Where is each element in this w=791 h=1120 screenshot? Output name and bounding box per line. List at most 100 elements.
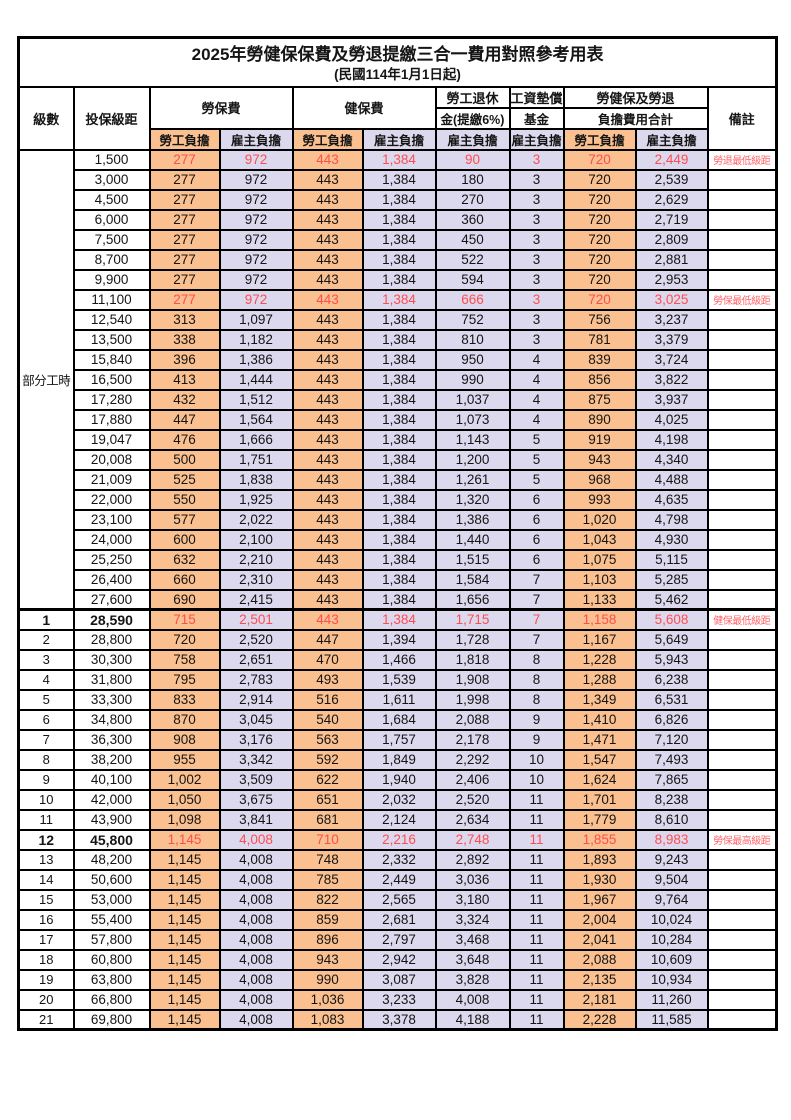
labor-employee-cell: 1,145 xyxy=(148,1008,221,1031)
labor-employee-cell: 715 xyxy=(148,608,221,631)
level-cell: 1 xyxy=(17,608,75,631)
wage-fund-employer-cell: 4 xyxy=(508,368,565,391)
labor-employer-cell: 4,008 xyxy=(218,1008,294,1031)
labor-employer-cell: 972 xyxy=(218,148,294,171)
pension-employer-cell: 3,180 xyxy=(434,888,511,911)
note-cell xyxy=(706,928,778,951)
health-employee-cell: 822 xyxy=(291,888,364,911)
note-cell xyxy=(706,268,778,291)
labor-employer-cell: 2,651 xyxy=(218,648,294,671)
table-row: 25,250 632 2,210 443 1,384 1,515 6 1,075 5,115 xyxy=(19,548,778,571)
labor-employer-cell: 4,008 xyxy=(218,928,294,951)
health-employer-cell: 1,384 xyxy=(361,328,437,351)
total-employer-cell: 11,585 xyxy=(634,1008,709,1031)
pension-employer-cell: 990 xyxy=(434,368,511,391)
bracket-cell: 34,800 xyxy=(72,708,151,731)
table-row: 14 50,600 1,145 4,008 785 2,449 3,036 11 1,930 9,… xyxy=(17,868,778,891)
labor-employer-cell: 2,783 xyxy=(218,668,294,691)
subheader-total-employer: 雇主負擔 xyxy=(634,127,709,151)
labor-employee-cell: 577 xyxy=(148,508,221,531)
health-employer-cell: 1,384 xyxy=(361,148,437,171)
health-employer-cell: 1,384 xyxy=(361,248,437,271)
level-cell: 9 xyxy=(17,768,75,791)
table-row: 7,500 277 972 443 1,384 450 3 720 2,809 xyxy=(19,228,778,251)
page-subtitle: (民國114年1月1日起) xyxy=(334,67,461,82)
health-employee-cell: 443 xyxy=(291,308,364,331)
health-employee-cell: 516 xyxy=(291,688,364,711)
health-employee-cell: 443 xyxy=(291,468,364,491)
total-employee-cell: 890 xyxy=(562,408,637,431)
note-cell xyxy=(706,1008,778,1031)
labor-employee-cell: 1,145 xyxy=(148,948,221,971)
health-employee-cell: 896 xyxy=(291,928,364,951)
total-employer-cell: 4,930 xyxy=(634,528,709,551)
total-employee-cell: 1,893 xyxy=(562,848,637,871)
note-cell xyxy=(706,788,778,811)
level-cell: 15 xyxy=(17,888,75,911)
health-employer-cell: 1,384 xyxy=(361,228,437,251)
table-row: 2 28,800 720 2,520 447 1,394 1,728 7 1,167 5,649 xyxy=(17,628,778,651)
pension-employer-cell: 2,520 xyxy=(434,788,511,811)
total-employee-cell: 720 xyxy=(562,188,637,211)
pension-employer-cell: 180 xyxy=(434,168,511,191)
health-employer-cell: 1,384 xyxy=(361,488,437,511)
bracket-cell: 11,100 xyxy=(72,288,151,311)
labor-employer-cell: 4,008 xyxy=(218,888,294,911)
labor-employee-cell: 396 xyxy=(148,348,221,371)
labor-employee-cell: 277 xyxy=(148,208,221,231)
total-employer-cell: 5,115 xyxy=(634,548,709,571)
note-cell xyxy=(706,248,778,271)
wage-fund-employer-cell: 3 xyxy=(508,308,565,331)
health-employee-cell: 443 xyxy=(291,288,364,311)
note-cell xyxy=(706,908,778,931)
total-employer-cell: 9,243 xyxy=(634,848,709,871)
health-employee-cell: 681 xyxy=(291,808,364,831)
header-row-3: 勞工負擔 雇主負擔 勞工負擔 雇主負擔 雇主負擔 雇主負擔 勞工負擔 雇主負擔 xyxy=(19,127,777,151)
total-employer-cell: 3,822 xyxy=(634,368,709,391)
total-employer-cell: 3,379 xyxy=(634,328,709,351)
total-employee-cell: 943 xyxy=(562,448,637,471)
table-row: 4 31,800 795 2,783 493 1,539 1,908 8 1,288 6,238 xyxy=(17,668,778,691)
total-employee-cell: 2,041 xyxy=(562,928,637,951)
subheader-labor-employer: 雇主負擔 xyxy=(218,127,294,151)
bracket-cell: 43,900 xyxy=(72,808,151,831)
labor-employer-cell: 1,444 xyxy=(218,368,294,391)
total-employer-cell: 10,024 xyxy=(634,908,709,931)
labor-employee-cell: 1,050 xyxy=(148,788,221,811)
total-employee-cell: 1,133 xyxy=(562,588,637,611)
total-employee-cell: 1,930 xyxy=(562,868,637,891)
health-employer-cell: 3,087 xyxy=(361,968,437,991)
note-cell xyxy=(706,208,778,231)
health-employee-cell: 443 xyxy=(291,368,364,391)
total-employer-cell: 6,238 xyxy=(634,668,709,691)
labor-employee-cell: 660 xyxy=(148,568,221,591)
health-employee-cell: 443 xyxy=(291,208,364,231)
table-row: 6,000 277 972 443 1,384 360 3 720 2,719 xyxy=(19,208,778,231)
col-header-total-line2: 負擔費用合計 xyxy=(562,106,709,130)
labor-employer-cell: 3,509 xyxy=(218,768,294,791)
wage-fund-employer-cell: 11 xyxy=(508,948,565,971)
health-employee-cell: 785 xyxy=(291,868,364,891)
labor-employer-cell: 2,520 xyxy=(218,628,294,651)
health-employer-cell: 1,384 xyxy=(361,588,437,611)
labor-employer-cell: 2,501 xyxy=(218,608,294,631)
labor-employee-cell: 432 xyxy=(148,388,221,411)
note-cell xyxy=(706,408,778,431)
total-employee-cell: 720 xyxy=(562,268,637,291)
level-cell: 18 xyxy=(17,948,75,971)
pension-employer-cell: 3,468 xyxy=(434,928,511,951)
labor-employer-cell: 972 xyxy=(218,288,294,311)
note-cell xyxy=(706,588,778,611)
total-employer-cell: 2,449 xyxy=(634,148,709,171)
col-header-labor: 勞保費 xyxy=(148,85,294,130)
note-cell: 勞退最低級距 xyxy=(706,148,778,171)
health-employee-cell: 443 xyxy=(291,548,364,571)
health-employee-cell: 443 xyxy=(291,528,364,551)
pension-employer-cell: 1,143 xyxy=(434,428,511,451)
table-row: 26,400 660 2,310 443 1,384 1,584 7 1,103 5,285 xyxy=(19,568,778,591)
table-row: 21 69,800 1,145 4,008 1,083 3,378 4,188 11 2,228… xyxy=(17,1008,778,1031)
total-employee-cell: 1,043 xyxy=(562,528,637,551)
level-cell: 3 xyxy=(17,648,75,671)
labor-employer-cell: 972 xyxy=(218,228,294,251)
wage-fund-employer-cell: 5 xyxy=(508,428,565,451)
